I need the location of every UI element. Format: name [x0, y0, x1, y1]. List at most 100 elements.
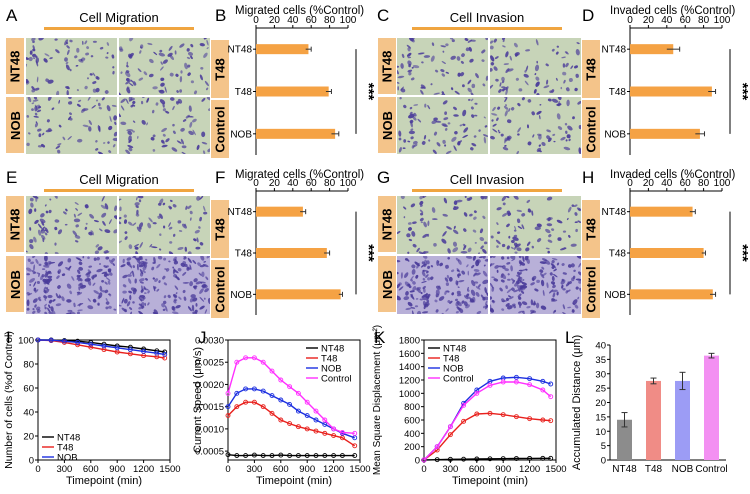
cell-blob: [517, 301, 522, 306]
cell-blob: [132, 100, 136, 105]
cell-blob: [188, 105, 192, 112]
cell-blob: [119, 216, 122, 220]
cell-blob: [31, 108, 34, 112]
cell-blob: [573, 269, 576, 272]
cell-blob: [408, 113, 415, 119]
cell-blob: [401, 53, 405, 59]
cell-blob: [46, 287, 48, 290]
cell-blob: [153, 286, 157, 289]
cell-blob: [34, 122, 39, 128]
chart-D-tick-label: 80: [698, 15, 710, 26]
cell-blob: [433, 117, 438, 121]
cell-blob: [193, 90, 198, 95]
cell-blob: [431, 218, 438, 220]
cell-blob: [130, 265, 133, 269]
cell-blob: [130, 79, 134, 83]
cell-blob: [143, 71, 148, 76]
chart-I-xtick-label: 0: [35, 464, 40, 475]
cell-blob: [552, 289, 558, 293]
cell-blob: [482, 215, 486, 219]
cell-blob: [190, 55, 193, 60]
cell-blob: [112, 144, 116, 148]
cell-blob: [92, 88, 97, 93]
chart-B-tick-label: 20: [269, 15, 281, 26]
cell-blob: [74, 202, 79, 205]
chart-I-series-nob: [37, 339, 165, 356]
cell-blob: [122, 284, 127, 288]
cell-blob: [562, 288, 566, 291]
cell-blob: [492, 128, 498, 133]
cell-blob: [484, 287, 488, 294]
cell-blob: [66, 299, 72, 303]
chart-L-category-label: T48: [645, 464, 663, 475]
cell-blob: [40, 226, 46, 232]
cell-blob: [521, 97, 525, 101]
chart-I-legend-label: NT48: [57, 433, 80, 444]
cell-blob: [168, 260, 171, 263]
chart-B-tick-label: 60: [306, 15, 318, 26]
chart-I-ylabel: Number of cells (%of Control): [3, 331, 15, 469]
chart-J-legend-label: Control: [321, 374, 352, 385]
cell-blob: [405, 307, 412, 311]
cell-blob: [152, 277, 155, 280]
chart-B-tick-label: 40: [287, 15, 299, 26]
cell-blob: [412, 116, 417, 121]
cell-blob: [397, 230, 401, 235]
cell-blob: [195, 246, 201, 250]
cell-blob: [36, 76, 39, 83]
cell-blob: [457, 273, 461, 277]
cell-blob: [456, 56, 461, 61]
cell-blob: [411, 264, 416, 269]
chart-D-category-label: NT48: [602, 45, 627, 56]
cell-blob: [493, 38, 497, 43]
cell-blob: [66, 45, 70, 49]
cell-blob: [561, 263, 565, 266]
cell-blob: [32, 256, 36, 259]
cell-blob: [203, 297, 206, 300]
cell-blob: [48, 304, 51, 309]
chart-F-tick-label: 60: [306, 178, 318, 189]
cell-blob: [106, 105, 111, 112]
cell-blob: [172, 105, 175, 111]
cell-blob: [474, 241, 477, 244]
cell-blob: [74, 240, 79, 243]
panel-c-header: Cell Invasion: [412, 10, 562, 30]
chart-K-point-nt48: [434, 457, 440, 463]
chart-D-tick-label: 0: [627, 15, 633, 26]
cell-blob: [516, 218, 521, 224]
cell-blob: [411, 269, 416, 275]
chart-K-legend-label: T48: [443, 354, 459, 365]
cell-blob: [532, 134, 535, 138]
cell-blob: [144, 261, 148, 265]
cell-blob: [29, 197, 34, 202]
cell-blob: [507, 212, 512, 216]
cell-blob: [97, 303, 100, 306]
row-label-c-nob: NOB: [378, 97, 396, 153]
chart-K-xtick-label: 0: [421, 464, 426, 475]
cell-blob: [57, 261, 64, 267]
cell-blob: [81, 57, 86, 61]
cell-blob: [135, 205, 139, 209]
cell-blob: [74, 234, 81, 239]
cell-blob: [502, 38, 506, 41]
cell-blob: [444, 111, 448, 115]
cell-blob: [450, 87, 454, 91]
cell-blob: [168, 45, 173, 51]
cell-blob: [490, 235, 494, 239]
cell-blob: [409, 290, 415, 293]
cell-blob: [501, 80, 505, 84]
chart-I-xlabel: Timepoint (min): [66, 475, 142, 487]
cell-blob: [33, 264, 36, 271]
panel-letter-f: F: [215, 168, 226, 187]
cell-blob: [446, 226, 452, 230]
chart-L-bar: [675, 380, 690, 460]
chart-D-tick-label: 20: [643, 15, 655, 26]
cell-blob: [490, 256, 493, 259]
cell-blob: [426, 260, 430, 265]
cell-blob: [40, 234, 46, 240]
cell-blob: [407, 283, 411, 287]
cell-blob: [123, 308, 128, 313]
cell-blob: [403, 139, 407, 143]
chart-D-tick-label: 60: [680, 15, 692, 26]
cell-blob: [119, 198, 122, 201]
